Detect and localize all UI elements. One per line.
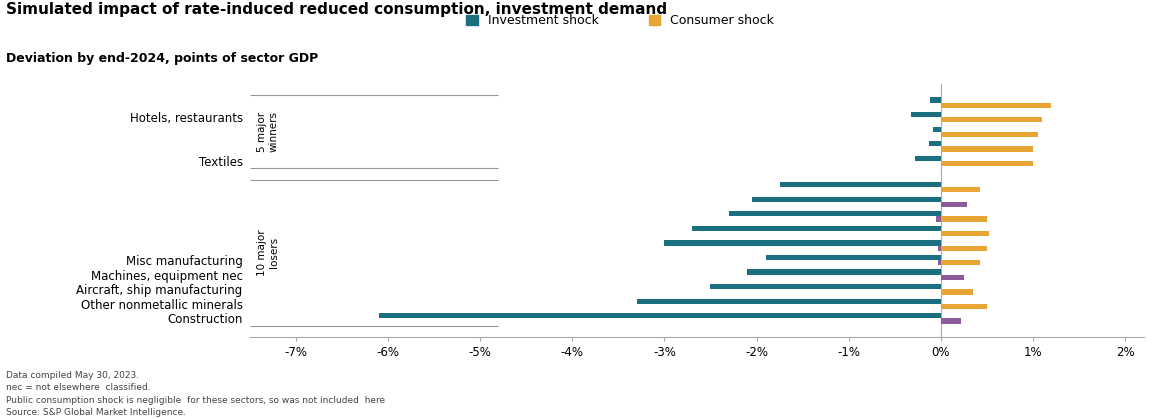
Bar xyxy=(940,231,989,236)
Bar xyxy=(940,304,987,309)
Text: Data compiled May 30, 2023.
nec = not elsewhere  classified.
Public consumption : Data compiled May 30, 2023. nec = not el… xyxy=(6,371,385,419)
Bar xyxy=(929,141,940,146)
Bar xyxy=(378,313,940,318)
Bar xyxy=(636,299,940,304)
Bar xyxy=(766,255,940,260)
Bar xyxy=(940,161,1033,166)
Bar xyxy=(940,187,980,192)
Text: Deviation by end-2024, points of sector GDP: Deviation by end-2024, points of sector … xyxy=(6,52,318,65)
Bar xyxy=(752,197,940,202)
Bar xyxy=(779,182,940,187)
Bar xyxy=(748,269,940,275)
Legend: Investment shock, Consumer shock: Investment shock, Consumer shock xyxy=(461,9,779,32)
Bar xyxy=(940,216,987,222)
Bar xyxy=(940,103,1052,108)
Bar xyxy=(664,240,940,246)
Bar xyxy=(932,127,940,132)
Bar xyxy=(938,246,940,251)
Bar xyxy=(940,202,967,207)
Bar xyxy=(729,211,940,216)
Text: Simulated impact of rate-induced reduced consumption, investment demand: Simulated impact of rate-induced reduced… xyxy=(6,2,666,17)
Bar xyxy=(940,289,973,295)
Bar xyxy=(911,112,940,117)
Bar xyxy=(692,226,940,231)
Bar xyxy=(940,246,987,251)
Text: 5 major
winners: 5 major winners xyxy=(258,111,279,153)
Bar xyxy=(940,275,964,280)
Bar xyxy=(940,117,1043,122)
Bar xyxy=(915,156,940,161)
Bar xyxy=(940,132,1038,137)
Bar xyxy=(936,216,940,222)
Bar xyxy=(938,260,940,265)
Bar xyxy=(930,98,940,103)
Bar xyxy=(940,318,961,323)
Bar xyxy=(940,146,1033,152)
Text: 10 major
losers: 10 major losers xyxy=(258,230,279,276)
Bar xyxy=(940,260,980,265)
Bar xyxy=(711,284,940,289)
